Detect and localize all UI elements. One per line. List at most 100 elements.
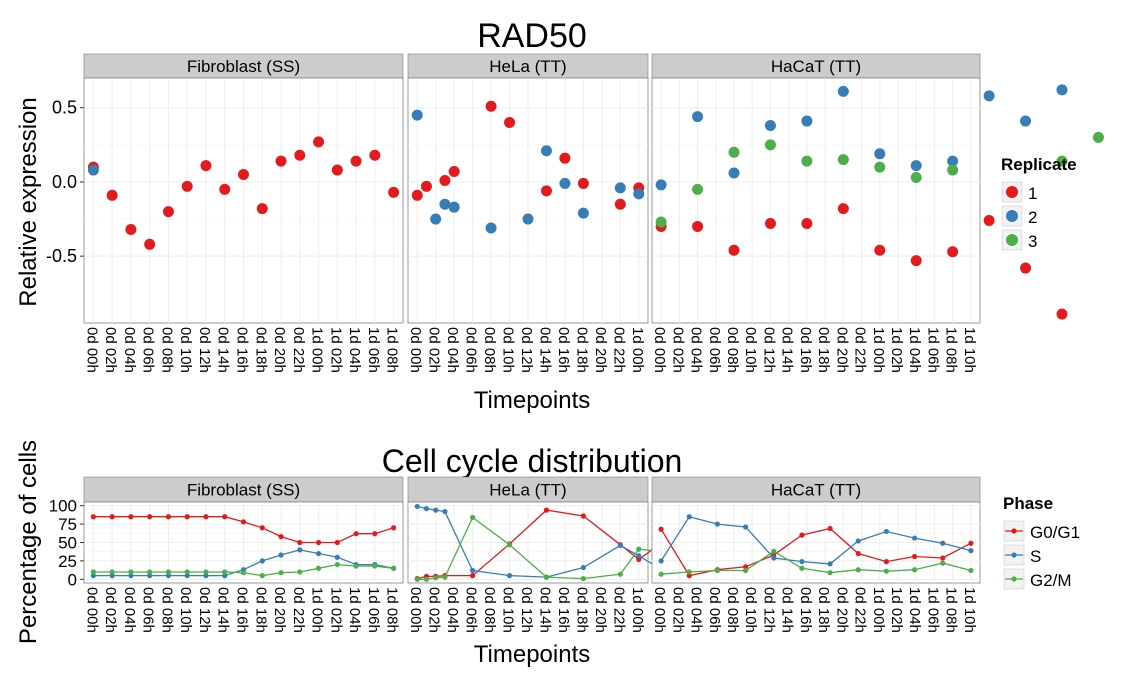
x-tick-label: 0d 18h: [573, 327, 590, 373]
point-G2/M: [855, 567, 861, 573]
point-replicate-1: [238, 169, 249, 181]
x-tick-label: 0d 20h: [833, 587, 850, 633]
point-G0/G1: [372, 531, 378, 537]
point-replicate-2: [411, 109, 423, 121]
point-G0/G1: [90, 514, 96, 520]
x-tick-label: 0d 04h: [121, 587, 138, 633]
facet-strip: [83, 53, 404, 79]
point-replicate-2: [559, 177, 571, 189]
x-tick-label: 1d 04h: [906, 327, 923, 373]
x-tick-label: 0d 02h: [426, 327, 443, 373]
x-tick-label: 0d 06h: [706, 327, 723, 373]
x-tick-label: 1d 00h: [309, 327, 326, 373]
x-tick-label: 0d 02h: [102, 327, 119, 373]
point-replicate-2: [874, 148, 886, 160]
legend-point: [1006, 186, 1018, 198]
panel-1: HeLa (TT)0d 00h 0d 02h 0d 04h 0d 06h 0d 08h 0…: [407, 476, 660, 633]
point-S: [470, 567, 476, 574]
x-tick-label: 0d 20h: [592, 587, 609, 633]
x-tick-label: 0d 16h: [797, 587, 814, 633]
x-tick-label: 0d 14h: [215, 327, 232, 373]
x-tick-label: 1d 06h: [365, 587, 382, 633]
point-S: [165, 573, 172, 579]
point-replicate-2: [983, 90, 995, 102]
point-G0/G1: [353, 531, 359, 537]
x-tick-label: 0d 18h: [573, 587, 590, 633]
point-S: [259, 558, 265, 564]
point-replicate-1: [577, 177, 589, 189]
point-S: [315, 550, 322, 557]
point-replicate-1: [294, 149, 306, 161]
x-tick-label: 0d 16h: [234, 327, 251, 373]
facet-label: HaCaT (TT): [771, 481, 861, 500]
point-G2/M: [827, 570, 833, 576]
point-G0/G1: [940, 555, 946, 561]
point-S: [184, 573, 190, 579]
x-tick-label: 0d 06h: [463, 587, 480, 633]
legend-point: [1011, 576, 1017, 582]
point-replicate-1: [764, 218, 776, 230]
facet-strip: [651, 476, 981, 503]
y-axis-label: Relative expression: [15, 97, 42, 306]
point-S: [799, 559, 805, 565]
x-tick-label: 0d 04h: [444, 327, 461, 373]
panel-1: HeLa (TT)0d 00h 0d 02h 0d 04h 0d 06h 0d 08h 0…: [407, 53, 649, 373]
x-tick-label: 1d 08h: [384, 327, 401, 373]
point-G0/G1: [580, 513, 586, 519]
legend-point: [1006, 210, 1018, 222]
x-tick-label: 0d 04h: [121, 327, 138, 373]
x-tick-label: 1d 08h: [943, 327, 960, 373]
point-G2/M: [543, 574, 550, 580]
x-tick-label: 0d 20h: [271, 327, 288, 373]
point-G0/G1: [222, 514, 228, 520]
x-tick-label: 0d 08h: [481, 587, 498, 633]
panel-0: Fibroblast (SS)0d 00h 0d 02h 0d 04h 0d 06h 0…: [83, 53, 404, 373]
point-G2/M: [433, 575, 439, 581]
point-S: [203, 573, 209, 579]
x-tick-label: 0d 00h: [83, 587, 100, 633]
point-G2/M: [184, 569, 190, 575]
point-S: [423, 506, 430, 512]
point-G0/G1: [240, 519, 247, 525]
point-replicate-1: [910, 255, 922, 267]
x-tick-label: 0d 18h: [815, 587, 832, 633]
point-replicate-1: [983, 215, 995, 227]
point-replicate-3: [692, 183, 704, 195]
point-replicate-1: [420, 180, 432, 192]
x-tick-label: 0d 00h: [651, 327, 668, 373]
point-S: [855, 538, 861, 544]
point-G0/G1: [297, 539, 303, 546]
legend-label: 1: [1028, 184, 1037, 203]
point-replicate-2: [947, 155, 959, 167]
point-G2/M: [771, 548, 777, 554]
line-S: [660, 515, 972, 565]
point-G0/G1: [109, 514, 115, 520]
x-axis-label: Timepoints: [474, 641, 590, 668]
point-replicate-1: [388, 186, 400, 198]
point-G2/M: [470, 514, 476, 521]
point-replicate-2: [910, 160, 922, 172]
point-replicate-1: [144, 238, 156, 250]
point-S: [506, 573, 513, 579]
x-tick-label: 0d 08h: [481, 327, 498, 373]
point-replicate-1: [485, 100, 497, 112]
point-G0/G1: [911, 553, 918, 560]
point-S: [636, 553, 642, 559]
point-S: [940, 540, 946, 546]
point-replicate-1: [106, 189, 118, 201]
point-G2/M: [617, 571, 623, 577]
x-tick-label: 0d 12h: [518, 327, 535, 373]
x-tick-label: 0d 06h: [706, 587, 723, 633]
y-tick-label: 50: [58, 534, 77, 553]
x-tick-label: 0d 02h: [669, 587, 686, 633]
x-axis-label: Timepoints: [474, 387, 590, 414]
x-tick-label: 0d 20h: [592, 327, 609, 373]
legend-label: S: [1030, 547, 1041, 566]
legend-label: G2/M: [1030, 571, 1072, 590]
point-replicate-1: [947, 246, 959, 258]
x-tick-label: 1d 06h: [365, 327, 382, 373]
facet-label: Fibroblast (SS): [187, 481, 300, 500]
point-G2/M: [636, 546, 642, 552]
y-tick-label: 0.0: [52, 172, 77, 192]
cell-cycle-chart: Cell cycle distribution Fibroblast (SS) 0d…: [15, 440, 1080, 668]
